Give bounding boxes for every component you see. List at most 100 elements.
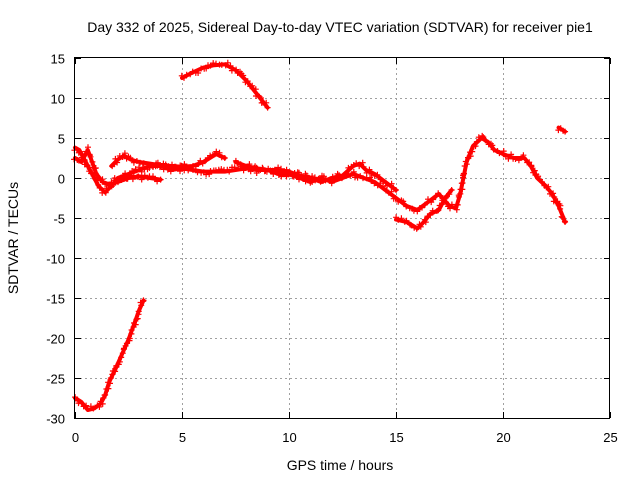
data-point (120, 174, 127, 181)
data-point (562, 219, 569, 225)
series-track-d (71, 144, 164, 189)
data-point (469, 148, 476, 155)
data-point (332, 175, 339, 182)
data-point (371, 180, 378, 187)
data-point (288, 170, 295, 177)
y-tick-label: -10 (46, 252, 65, 267)
data-point (446, 191, 453, 198)
data-point (102, 181, 109, 188)
data-point (303, 172, 310, 179)
series-track-f (232, 157, 399, 193)
data-point (167, 168, 174, 175)
data-point (315, 175, 322, 182)
data-point (216, 149, 223, 156)
data-point (482, 137, 489, 144)
data-point (388, 188, 395, 195)
data-point (111, 177, 117, 184)
data-point (414, 208, 421, 215)
data-point (459, 180, 466, 186)
y-tick-label: 0 (58, 172, 65, 187)
data-point (139, 161, 146, 167)
data-point (500, 148, 507, 155)
data-point (344, 171, 351, 178)
data-point (264, 104, 271, 111)
data-point (350, 168, 357, 175)
data-point (246, 161, 253, 168)
data-point (221, 155, 228, 161)
data-point (395, 216, 402, 223)
data-point (479, 132, 486, 139)
data-point (132, 166, 139, 173)
chart-title: Day 332 of 2025, Sidereal Day-to-day VTE… (87, 19, 593, 35)
data-point (181, 74, 187, 81)
data-point (535, 173, 542, 180)
data-point (213, 60, 219, 67)
data-point (374, 171, 381, 178)
data-point (154, 159, 161, 166)
data-point (218, 154, 225, 161)
data-point (480, 134, 487, 141)
data-point (473, 138, 480, 145)
data-point (152, 163, 159, 170)
data-point (410, 207, 417, 214)
data-point (116, 358, 123, 365)
grid (75, 58, 610, 418)
data-point (508, 151, 515, 158)
data-point (279, 170, 286, 177)
data-point (102, 391, 109, 398)
data-point (430, 196, 437, 203)
data-point (189, 68, 196, 75)
data-point (118, 354, 125, 361)
data-point (116, 153, 123, 159)
data-point (557, 205, 564, 212)
data-point (112, 368, 119, 375)
x-tick-label: 25 (603, 430, 617, 445)
data-point (92, 165, 99, 171)
data-point (562, 128, 569, 135)
data-point (99, 400, 106, 407)
data-point (253, 93, 259, 99)
data-point (77, 148, 84, 155)
data-point (512, 156, 519, 162)
data-point (127, 154, 134, 161)
data-point (384, 182, 391, 189)
data-point (263, 168, 270, 175)
data-point (278, 165, 284, 172)
data-point (367, 174, 373, 181)
data-point (459, 186, 466, 193)
data-points (71, 59, 569, 412)
data-point (99, 176, 106, 183)
data-point (84, 405, 91, 412)
data-point (212, 167, 219, 174)
data-point (463, 161, 470, 168)
data-point (240, 72, 247, 79)
data-point (382, 179, 389, 186)
data-point (296, 169, 302, 176)
y-tick-label: 5 (58, 132, 65, 147)
data-point (94, 174, 101, 181)
data-point (124, 175, 131, 182)
data-point (157, 176, 164, 183)
data-point (183, 71, 190, 78)
data-point (388, 180, 395, 187)
data-point (368, 177, 375, 184)
y-tick-label: -20 (46, 332, 65, 347)
data-point (263, 99, 270, 106)
data-point (454, 201, 461, 208)
data-point (107, 380, 113, 387)
data-point (227, 62, 234, 69)
data-point (154, 178, 161, 185)
y-tick-label: -25 (46, 372, 65, 387)
data-point (341, 172, 348, 179)
data-point (472, 143, 479, 150)
data-point (461, 170, 467, 177)
data-point (421, 201, 428, 208)
data-point (96, 403, 103, 410)
data-point (419, 204, 425, 211)
series-track-g (393, 187, 455, 232)
data-point (353, 160, 360, 167)
data-point (309, 173, 316, 180)
data-point (203, 65, 210, 72)
series-track-a (72, 297, 147, 412)
data-point (165, 163, 172, 170)
